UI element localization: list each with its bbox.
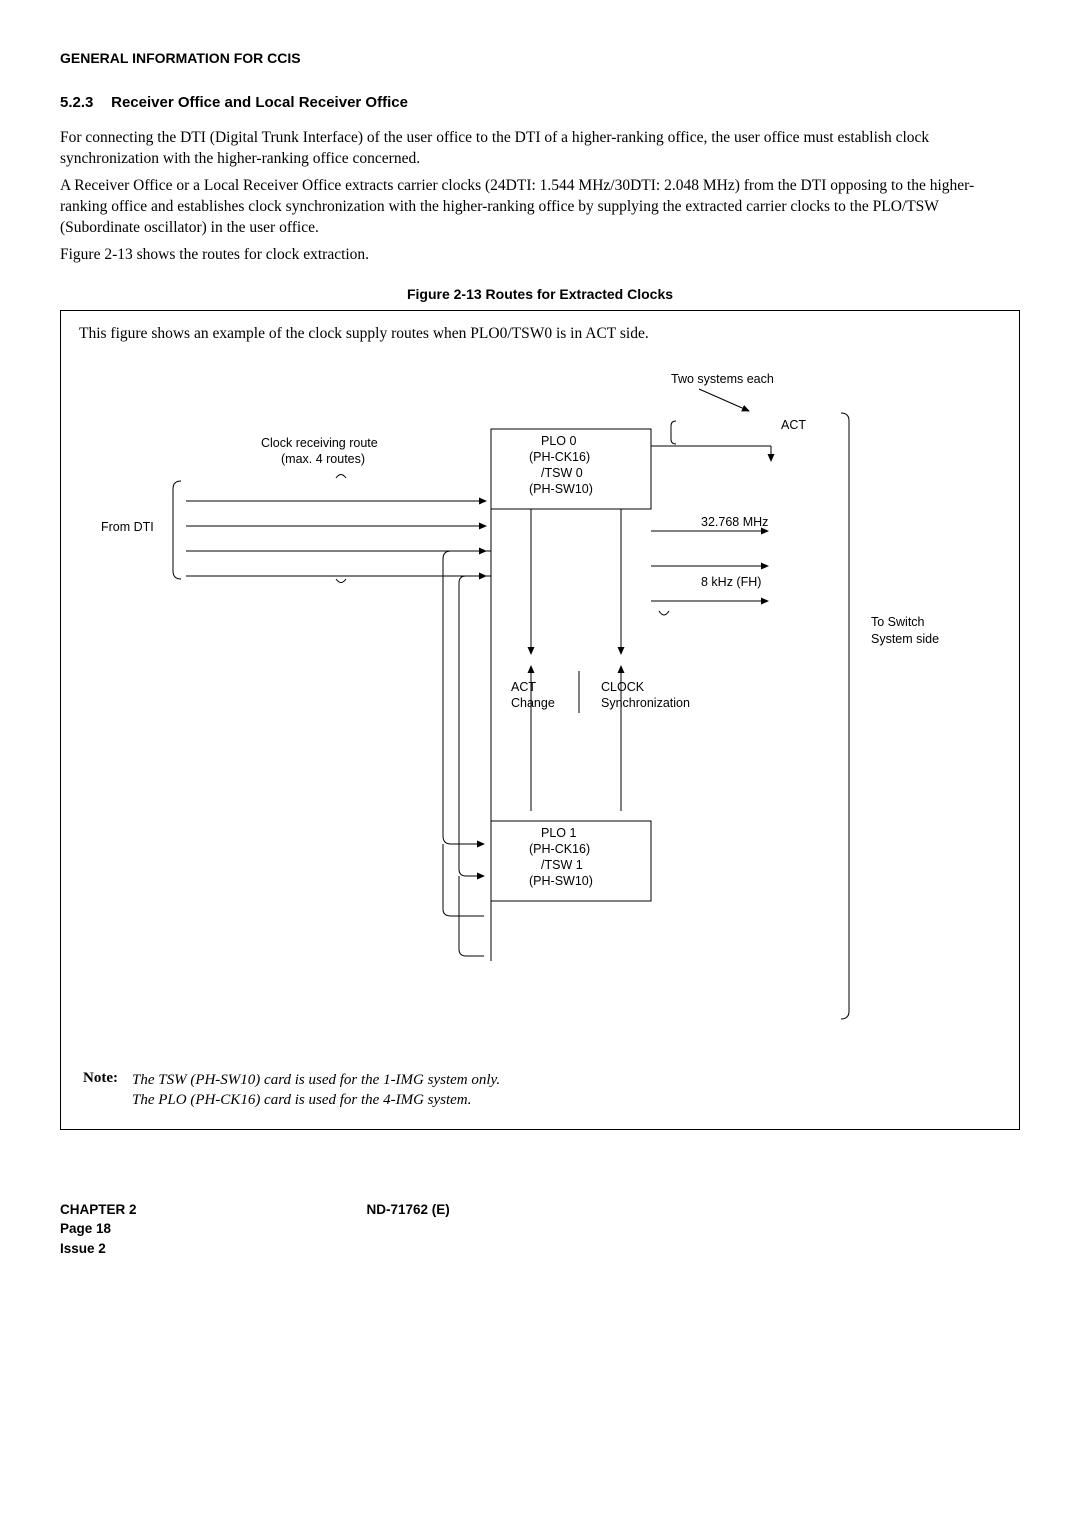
page-header: GENERAL INFORMATION FOR CCIS xyxy=(60,50,1020,66)
label-two-systems: Two systems each xyxy=(671,372,774,386)
paragraph-3: Figure 2-13 shows the routes for clock e… xyxy=(60,245,1020,266)
act-change-l2: Change xyxy=(511,696,555,710)
page-footer: CHAPTER 2 Page 18 Issue 2 ND-71762 (E) xyxy=(60,1200,1020,1259)
figure-intro: This figure shows an example of the cloc… xyxy=(79,325,1001,343)
figure-diagram: Two systems each ACT PLO 0 (PH-CK16) /TS… xyxy=(71,351,991,1051)
paragraph-2: A Receiver Office or a Local Receiver Of… xyxy=(60,176,1020,239)
figure-caption: Figure 2-13 Routes for Extracted Clocks xyxy=(60,286,1020,302)
note-text: The TSW (PH-SW10) card is used for the 1… xyxy=(132,1070,500,1111)
footer-issue: Issue 2 xyxy=(60,1241,106,1256)
plo0-l2: (PH-CK16) xyxy=(529,450,590,464)
label-act: ACT xyxy=(781,418,806,432)
note-line1: The TSW (PH-SW10) card is used for the 1… xyxy=(132,1072,500,1088)
to-switch-l1: To Switch xyxy=(871,615,925,629)
footer-chapter: CHAPTER 2 xyxy=(60,1202,137,1217)
clock-sync-l1: CLOCK xyxy=(601,680,645,694)
plo0-l4: (PH-SW10) xyxy=(529,482,593,496)
section-heading: 5.2.3 Receiver Office and Local Receiver… xyxy=(60,94,1020,112)
figure-box: This figure shows an example of the cloc… xyxy=(60,310,1020,1130)
paragraph-1: For connecting the DTI (Digital Trunk In… xyxy=(60,128,1020,170)
clock-sync-l2: Synchronization xyxy=(601,696,690,710)
plo1-l1: PLO 1 xyxy=(541,826,576,840)
label-mhz: 32.768 MHz xyxy=(701,515,768,529)
plo0-l1: PLO 0 xyxy=(541,434,576,448)
plo0-l3: /TSW 0 xyxy=(541,466,583,480)
clock-route-l2: (max. 4 routes) xyxy=(281,452,365,466)
clock-route-l1: Clock receiving route xyxy=(261,436,378,450)
plo1-l2: (PH-CK16) xyxy=(529,842,590,856)
footer-left: CHAPTER 2 Page 18 Issue 2 xyxy=(60,1200,137,1259)
plo1-l4: (PH-SW10) xyxy=(529,874,593,888)
section-title: Receiver Office and Local Receiver Offic… xyxy=(111,94,408,111)
note-label: Note: xyxy=(83,1070,118,1087)
label-khz: 8 kHz (FH) xyxy=(701,575,761,589)
footer-docnum: ND-71762 (E) xyxy=(367,1200,450,1259)
footer-page: Page 18 xyxy=(60,1221,111,1236)
plo1-l3: /TSW 1 xyxy=(541,858,583,872)
to-switch-l2: System side xyxy=(871,632,939,646)
note-line2: The PLO (PH-CK16) card is used for the 4… xyxy=(132,1092,471,1108)
act-change-l1: ACT xyxy=(511,680,536,694)
section-number: 5.2.3 xyxy=(60,94,93,111)
from-dti: From DTI xyxy=(101,520,154,534)
